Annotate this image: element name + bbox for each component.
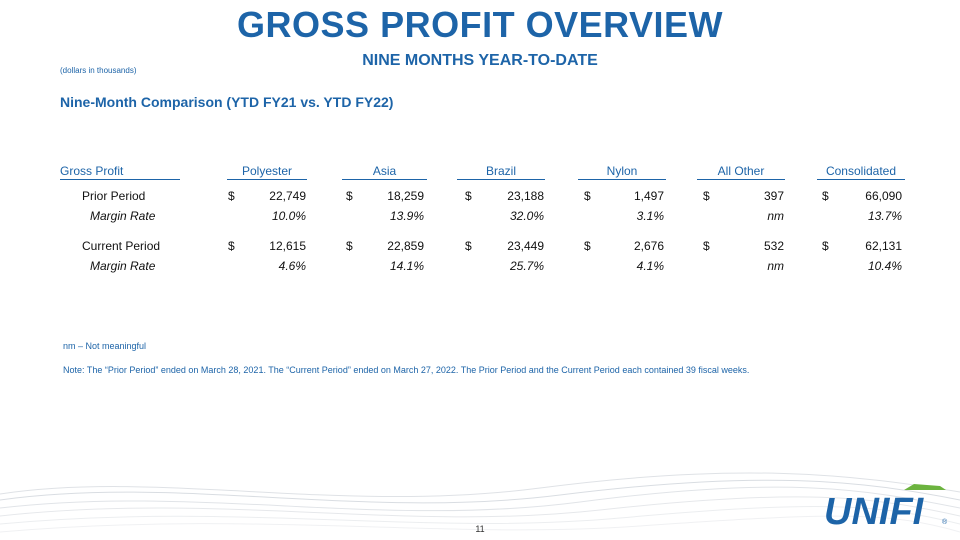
table-body: Prior Period $22,749 $18,259 $23,188 $1,497 $… bbox=[60, 180, 906, 276]
table-cell-value: 397 bbox=[763, 189, 784, 203]
units-note: (dollars in thousands) bbox=[60, 66, 137, 75]
section-heading: Nine-Month Comparison (YTD FY21 vs. YTD … bbox=[60, 94, 394, 110]
period-note: Note: The “Prior Period” ended on March … bbox=[63, 365, 750, 375]
table-cell-value: 22,749 bbox=[269, 189, 306, 203]
table-cell-value: 10.0% bbox=[271, 209, 306, 223]
logo-wordmark: UNIFI bbox=[824, 491, 925, 530]
table-cell-value: 4.6% bbox=[278, 259, 306, 273]
column-header-consolidated: Consolidated bbox=[817, 164, 905, 180]
currency-symbol: $ bbox=[465, 239, 472, 253]
row-label: Current Period bbox=[82, 239, 161, 253]
table-cell-value: 1,497 bbox=[633, 189, 664, 203]
logo-registered-mark: ® bbox=[942, 518, 948, 526]
table-header-row: Gross Profit Polyester Asia Brazil Nylon All … bbox=[60, 164, 906, 180]
table-cell-value: 2,676 bbox=[633, 239, 664, 253]
table-row: Margin Rate 4.6% 14.1% 25.7% 4.1% nm 10.4% bbox=[60, 256, 906, 276]
row-label: Prior Period bbox=[82, 189, 146, 203]
slide-title: GROSS PROFIT OVERVIEW bbox=[237, 4, 723, 45]
column-header-all-other: All Other bbox=[697, 164, 785, 180]
currency-symbol: $ bbox=[584, 239, 591, 253]
currency-symbol: $ bbox=[228, 189, 235, 203]
currency-symbol: $ bbox=[584, 189, 591, 203]
currency-symbol: $ bbox=[703, 189, 710, 203]
table-cell-value: 66,090 bbox=[865, 189, 902, 203]
decorative-wave-graphic bbox=[0, 472, 960, 533]
gross-profit-table: Gross Profit Polyester Asia Brazil Nylon All … bbox=[60, 164, 906, 276]
table-cell-value: 13.7% bbox=[867, 209, 902, 223]
currency-symbol: $ bbox=[822, 189, 829, 203]
column-header-asia: Asia bbox=[342, 164, 427, 180]
column-header-nylon: Nylon bbox=[578, 164, 666, 180]
table-cell-value: 3.1% bbox=[636, 209, 664, 223]
currency-symbol: $ bbox=[703, 239, 710, 253]
unifi-logo: UNIFI ® bbox=[824, 484, 948, 530]
column-header-gross-profit: Gross Profit bbox=[60, 164, 180, 180]
table-cell-value: 532 bbox=[763, 239, 784, 253]
table-cell-value: 32.0% bbox=[509, 209, 544, 223]
currency-symbol: $ bbox=[346, 239, 353, 253]
table-cell-value: 62,131 bbox=[865, 239, 902, 253]
table-cell-value: 25.7% bbox=[509, 259, 544, 273]
logo-accent-swoosh bbox=[904, 484, 946, 490]
column-header-brazil: Brazil bbox=[457, 164, 545, 180]
table-cell-value: 4.1% bbox=[636, 259, 664, 273]
table-cell-value: 14.1% bbox=[389, 259, 424, 273]
slide-subtitle: NINE MONTHS YEAR-TO-DATE bbox=[362, 52, 598, 69]
table-row: Current Period $12,615 $22,859 $23,449 $2,67… bbox=[60, 236, 906, 256]
footnote: nm – Not meaningful bbox=[63, 341, 147, 351]
currency-symbol: $ bbox=[465, 189, 472, 203]
table-cell-value: nm bbox=[767, 259, 784, 273]
table-row: Prior Period $22,749 $18,259 $23,188 $1,497 $… bbox=[60, 186, 906, 206]
table-cell-value: 18,259 bbox=[387, 189, 424, 203]
column-header-polyester: Polyester bbox=[227, 164, 307, 180]
table-cell-value: 22,859 bbox=[387, 239, 424, 253]
table-cell-value: 23,449 bbox=[507, 239, 544, 253]
table-cell-value: 12,615 bbox=[269, 239, 306, 253]
row-label: Margin Rate bbox=[90, 209, 156, 223]
currency-symbol: $ bbox=[228, 239, 235, 253]
table-cell-value: nm bbox=[767, 209, 784, 223]
table-row: Margin Rate 10.0% 13.9% 32.0% 3.1% nm 13.7% bbox=[60, 206, 906, 226]
table-cell-value: 10.4% bbox=[867, 259, 902, 273]
currency-symbol: $ bbox=[346, 189, 353, 203]
currency-symbol: $ bbox=[822, 239, 829, 253]
row-label: Margin Rate bbox=[90, 259, 156, 273]
page-number: 11 bbox=[475, 524, 485, 534]
table-cell-value: 13.9% bbox=[389, 209, 424, 223]
table-cell-value: 23,188 bbox=[507, 189, 544, 203]
